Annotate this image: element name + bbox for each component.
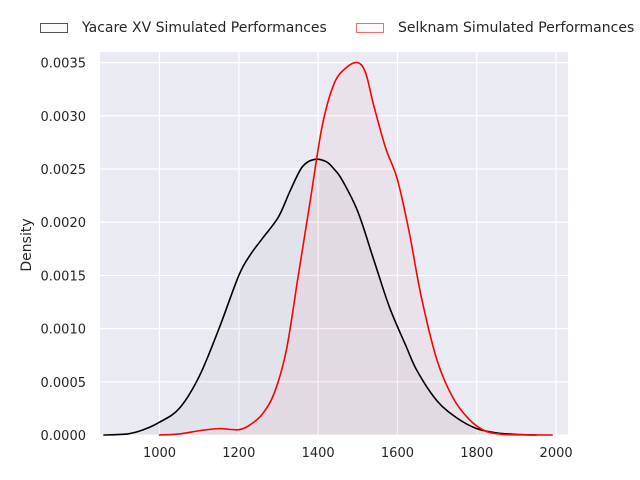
- legend-swatch-yacare: [40, 23, 68, 33]
- x-tick-label: 1600: [381, 446, 414, 461]
- legend-item-selknam: Selknam Simulated Performances: [356, 20, 634, 36]
- series-line-1: [158, 61, 553, 436]
- legend-label-selknam: Selknam Simulated Performances: [398, 20, 635, 36]
- legend-label-yacare: Yacare XV Simulated Performances: [82, 20, 327, 36]
- y-tick-label: 0.0035: [41, 57, 87, 72]
- y-tick-labels: 0.0000 0.0005 0.0010 0.0015 0.0020 0.0025 0.00…: [41, 57, 87, 444]
- x-tick-label: 1000: [143, 446, 176, 461]
- series-line-0: [103, 158, 538, 436]
- y-tick-label: 0.0030: [41, 110, 87, 125]
- legend-swatch-selknam: [356, 23, 384, 33]
- y-axis-label: Density: [19, 218, 35, 271]
- x-tick-labels: 1000 1200 1400 1600 1800 2000: [143, 446, 573, 461]
- x-tick-label: 1400: [302, 446, 335, 461]
- y-tick-label: 0.0025: [41, 163, 87, 178]
- y-tick-label: 0.0015: [41, 269, 87, 284]
- y-tick-label: 0.0020: [41, 216, 87, 231]
- legend-item-yacare: Yacare XV Simulated Performances: [40, 20, 327, 36]
- y-tick-label: 0.0000: [41, 429, 87, 444]
- legend: Yacare XV Simulated Performances Selknam…: [0, 20, 640, 42]
- x-tick-label: 2000: [540, 446, 573, 461]
- series-lines: [103, 61, 553, 436]
- x-tick-label: 1800: [460, 446, 493, 461]
- grid: [100, 52, 568, 436]
- y-tick-label: 0.0010: [41, 323, 87, 338]
- x-tick-label: 1200: [222, 446, 255, 461]
- y-tick-label: 0.0005: [41, 376, 87, 391]
